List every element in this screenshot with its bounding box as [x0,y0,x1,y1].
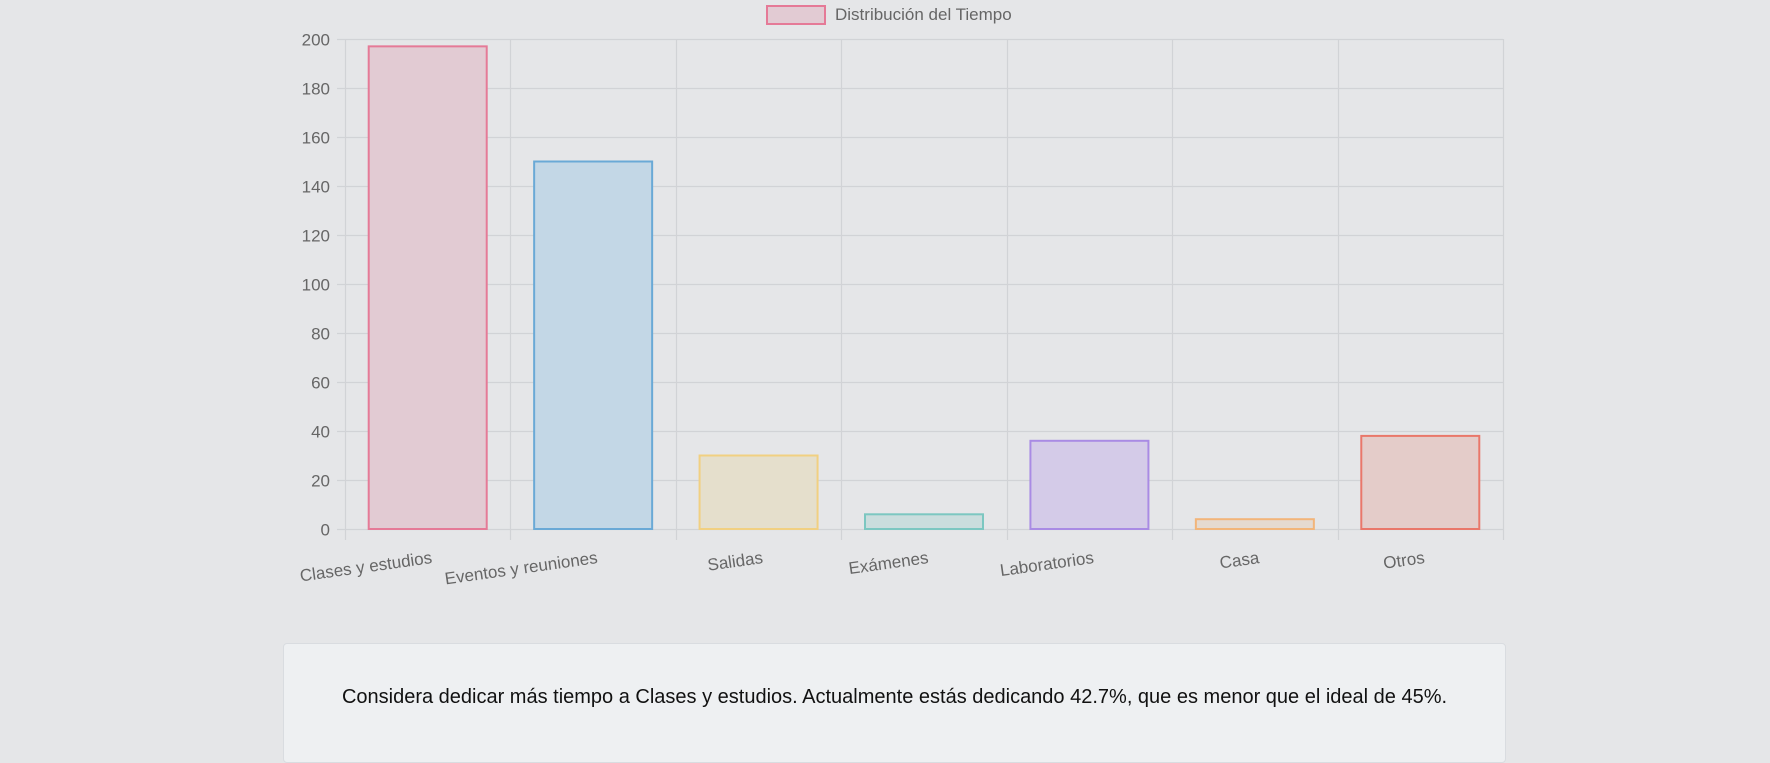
legend[interactable]: Distribución del Tiempo [766,5,1012,25]
bar-salidas[interactable] [698,454,819,530]
bar-chart: 0 20 40 60 80 100 120 140 160 180 200 Clases y est… [299,5,1505,588]
y-tick-label: 160 [302,129,330,148]
x-tick-label: Eventos y reuniones [444,548,599,588]
bar-laboratorios[interactable] [1029,439,1150,530]
x-tick-label: Clases y estudios [299,548,434,585]
y-tick-label: 200 [302,31,330,50]
y-tick-label: 0 [321,521,330,540]
x-tick-label: Otros [1382,548,1426,573]
legend-label[interactable]: Distribución del Tiempo [835,5,1012,24]
y-tick-label: 180 [302,80,330,99]
x-tick-label: Exámenes [847,548,929,578]
y-tick-label: 120 [302,227,330,246]
y-tick-label: 100 [302,276,330,295]
legend-swatch[interactable] [766,5,826,25]
y-tick-label: 140 [302,178,330,197]
bar-casa[interactable] [1194,518,1315,531]
bars-group [367,45,1481,531]
y-tick-label: 80 [311,325,330,344]
y-tick-label: 20 [311,472,330,491]
y-axis: 0 20 40 60 80 100 120 140 160 180 200 [302,31,330,540]
bar-ex-menes[interactable] [864,513,984,530]
advice-text: Considera dedicar más tiempo a Clases y … [341,686,1448,708]
bar-otros[interactable] [1360,434,1481,530]
chart-grid [337,38,1505,540]
x-tick-label: Salidas [706,548,764,575]
x-axis: Clases y estudios Eventos y reuniones Sali… [299,548,1426,588]
bar-eventos-y-reuniones[interactable] [533,160,654,530]
x-tick-label: Laboratorios [999,548,1095,580]
advice-card: Considera dedicar más tiempo a Clases y … [283,643,1506,763]
y-tick-label: 40 [311,423,330,442]
chart-canvas: 0 20 40 60 80 100 120 140 160 180 200 Clases y est… [299,5,1505,588]
bar-clases-y-estudios[interactable] [367,45,488,530]
x-tick-label: Casa [1218,548,1260,572]
y-tick-label: 60 [311,374,330,393]
